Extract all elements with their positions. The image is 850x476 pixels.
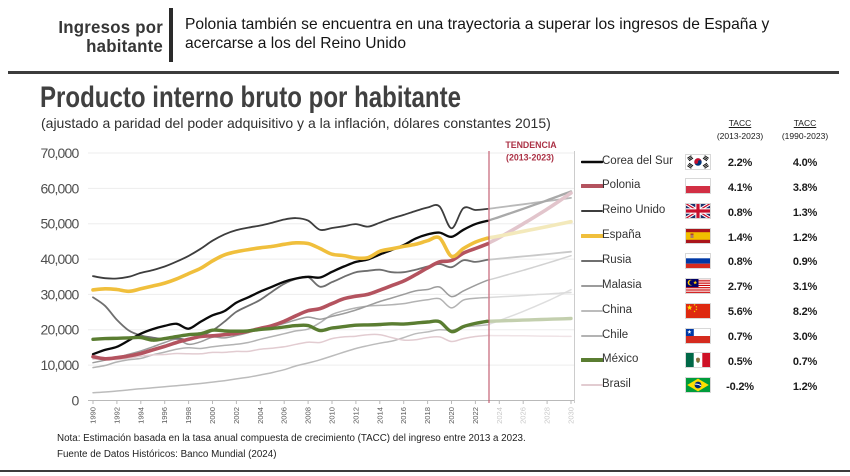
svg-text:TENDENCIA: TENDENCIA <box>505 140 557 150</box>
svg-text:0: 0 <box>72 392 80 408</box>
svg-text:1996: 1996 <box>160 407 169 424</box>
svg-text:2028: 2028 <box>543 407 552 424</box>
svg-text:2004: 2004 <box>256 407 265 424</box>
svg-text:10,000: 10,000 <box>40 357 79 373</box>
svg-text:2006: 2006 <box>280 407 289 424</box>
svg-text:2018: 2018 <box>423 407 432 424</box>
svg-text:2002: 2002 <box>232 407 241 424</box>
svg-text:20,000: 20,000 <box>40 322 79 338</box>
svg-text:70,000: 70,000 <box>40 145 79 161</box>
svg-text:2016: 2016 <box>399 407 408 424</box>
svg-text:1992: 1992 <box>112 407 121 424</box>
svg-text:1994: 1994 <box>136 407 145 424</box>
svg-text:2022: 2022 <box>471 407 480 424</box>
svg-text:(2013-2023): (2013-2023) <box>506 153 554 163</box>
svg-text:50,000: 50,000 <box>40 216 79 232</box>
svg-text:40,000: 40,000 <box>40 251 79 267</box>
svg-text:60,000: 60,000 <box>40 180 79 196</box>
svg-text:2008: 2008 <box>304 407 313 424</box>
svg-text:2020: 2020 <box>447 407 456 424</box>
svg-text:2030: 2030 <box>567 407 576 424</box>
svg-text:1990: 1990 <box>89 407 98 424</box>
svg-text:2012: 2012 <box>351 407 360 424</box>
svg-text:1998: 1998 <box>184 407 193 424</box>
svg-text:2014: 2014 <box>375 407 384 424</box>
svg-text:2000: 2000 <box>208 407 217 424</box>
svg-text:30,000: 30,000 <box>40 286 79 302</box>
svg-text:2010: 2010 <box>328 407 337 424</box>
svg-text:2024: 2024 <box>495 407 504 424</box>
svg-text:2026: 2026 <box>519 407 528 424</box>
